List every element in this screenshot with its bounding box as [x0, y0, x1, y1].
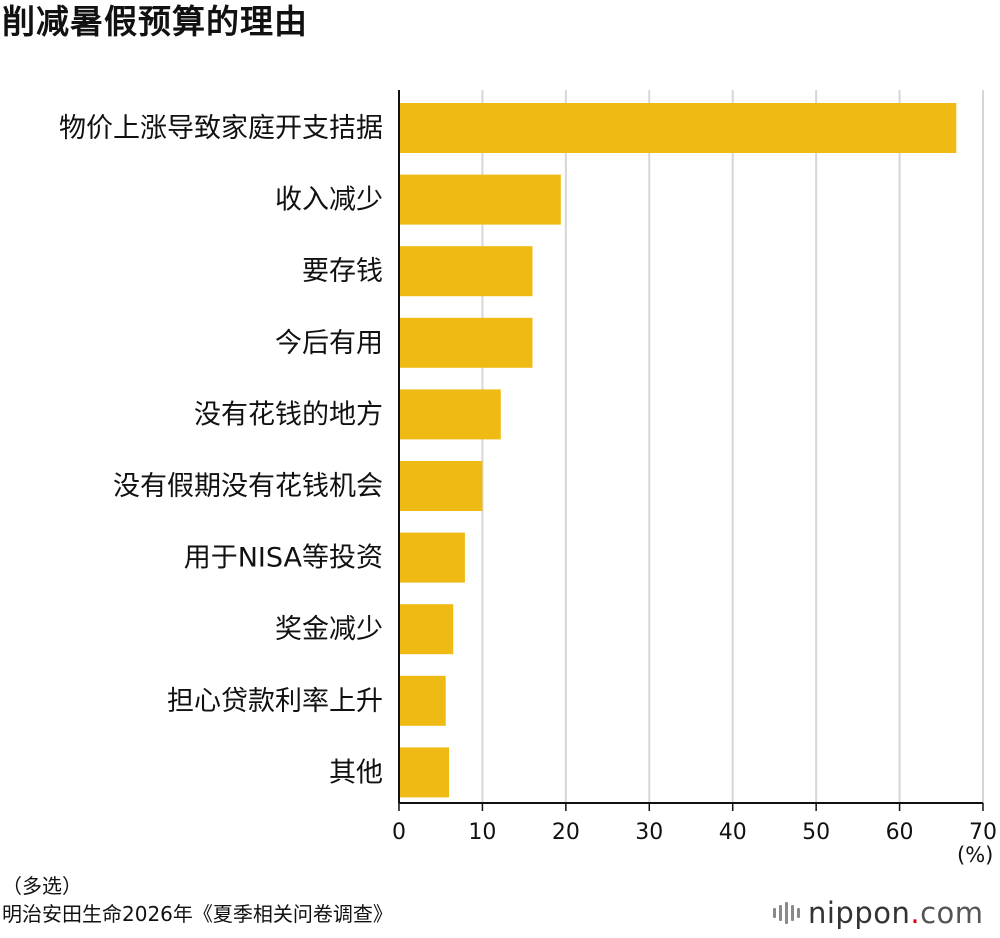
category-label: 担心贷款利率上升: [167, 686, 383, 717]
brand-tld: com: [920, 896, 984, 930]
x-tick-label: 10: [468, 820, 496, 845]
bar: [399, 461, 483, 511]
x-tick-label: 0: [392, 820, 406, 845]
bar: [399, 604, 454, 655]
category-label: 没有假期没有花钱机会: [113, 471, 383, 502]
x-tick-label: 70: [969, 820, 997, 845]
category-label: 其他: [329, 757, 383, 788]
x-tick-label: 50: [802, 820, 830, 845]
nippon-logo: nippon. com: [773, 896, 984, 930]
bar: [399, 317, 533, 368]
axes: [398, 90, 984, 811]
category-label: 没有花钱的地方: [194, 399, 383, 430]
x-axis-unit: (%): [957, 843, 994, 867]
category-label: 物价上涨导致家庭开支拮据: [59, 113, 383, 144]
multi-select-note: （多选）: [2, 874, 82, 898]
x-tick-label: 40: [719, 820, 747, 845]
brand-name: nippon: [808, 896, 911, 930]
brand-dot: .: [910, 896, 921, 930]
bar: [399, 747, 450, 798]
bar: [399, 174, 561, 225]
bar: [399, 389, 501, 440]
bars: [399, 103, 957, 798]
bar: [399, 532, 465, 583]
chart-title: 削减暑假预算的理由: [2, 2, 308, 41]
tick-labels: 0 10 20 30 40 50 60 70: [392, 820, 997, 845]
category-label: 奖金减少: [275, 614, 383, 645]
category-label: 用于NISA等投资: [184, 543, 383, 574]
nippon-bars-icon: [773, 902, 800, 924]
category-label: 收入减少: [275, 185, 383, 216]
source-note: 明治安田生命2026年《夏季相关问卷调查》: [2, 902, 393, 926]
category-label: 今后有用: [275, 328, 383, 359]
x-tick-label: 60: [886, 820, 914, 845]
category-labels: 物价上涨导致家庭开支拮据收入减少要存钱今后有用没有花钱的地方没有假期没有花钱机会…: [59, 113, 383, 788]
category-label: 要存钱: [302, 256, 383, 287]
x-tick-label: 30: [635, 820, 663, 845]
bar: [399, 246, 533, 297]
bar: [399, 103, 957, 153]
x-tick-label: 20: [552, 820, 580, 845]
bar: [399, 675, 446, 726]
